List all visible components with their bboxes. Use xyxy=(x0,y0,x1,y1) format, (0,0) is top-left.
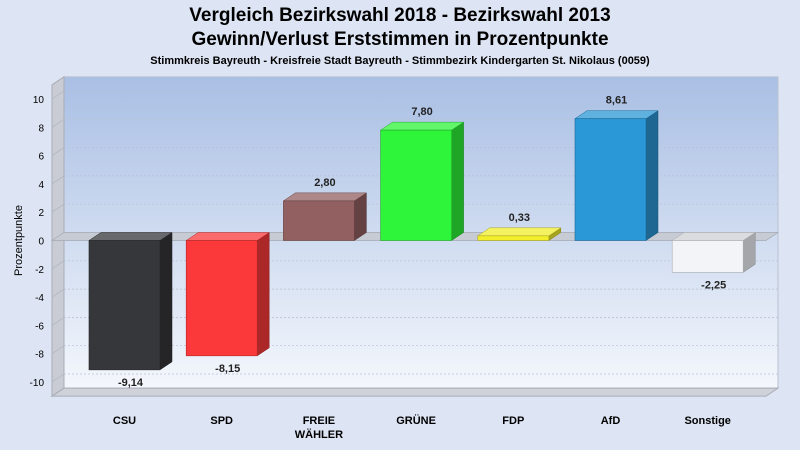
y-tick-label: 6 xyxy=(38,152,44,163)
plot-floor xyxy=(50,387,780,397)
y-axis-label: Prozentpunkte xyxy=(13,205,25,276)
y-tick-label: -6 xyxy=(35,321,44,332)
gridline-side xyxy=(51,260,65,270)
bar-side xyxy=(354,192,367,241)
y-tick-label: -8 xyxy=(35,350,44,361)
y-tick-label: 8 xyxy=(38,123,44,134)
x-tick-label: GRÜNE xyxy=(396,414,436,427)
x-tick-label: Sonstige xyxy=(684,415,730,427)
bar-top xyxy=(185,232,271,241)
bar-sonstige xyxy=(671,232,757,273)
y-tick-label: 4 xyxy=(38,180,44,191)
x-tick-label: AfD xyxy=(601,415,621,427)
bar-side xyxy=(159,232,173,371)
bar-fdp xyxy=(476,227,562,241)
y-tick-label: 10 xyxy=(33,95,45,106)
y-tick-label: -4 xyxy=(35,293,44,304)
bar-side xyxy=(451,121,464,241)
gridline-side xyxy=(51,345,65,354)
bar-front xyxy=(380,129,452,241)
bar-top xyxy=(476,227,562,237)
bar-front xyxy=(283,200,355,241)
y-tick-label: 0 xyxy=(38,237,44,248)
bar-front xyxy=(671,240,744,273)
bar-top xyxy=(88,232,173,241)
bar-side xyxy=(256,232,270,357)
data-label: -2,25 xyxy=(701,279,726,291)
bar-front xyxy=(88,240,161,371)
x-tick-label: CSU xyxy=(113,415,136,427)
data-label: -9,14 xyxy=(118,377,144,389)
gridline-side xyxy=(51,373,65,383)
chart-subtitle: Stimmkreis Bayreuth - Kreisfreie Stadt B… xyxy=(150,55,650,67)
bar-top xyxy=(671,232,757,241)
gridline-side xyxy=(51,90,65,100)
bar-side xyxy=(645,110,659,241)
y-tick-label: -2 xyxy=(35,265,44,276)
data-label: 8,61 xyxy=(606,95,627,107)
bar-afd xyxy=(574,110,659,241)
gridline-side xyxy=(51,175,65,185)
bar-freie-wähler xyxy=(282,192,368,241)
x-tick-label: FDP xyxy=(502,415,524,427)
gridline-side xyxy=(51,203,65,213)
x-tick-label: WÄHLER xyxy=(295,428,343,441)
chart-title: Vergleich Bezirkswahl 2018 - Bezirkswahl… xyxy=(189,5,611,26)
y-tick-label: -10 xyxy=(30,378,45,389)
bar-front xyxy=(574,118,647,241)
gridline-side xyxy=(51,119,65,128)
data-label: 2,80 xyxy=(314,177,335,189)
data-label: -8,15 xyxy=(215,363,240,375)
bar-front xyxy=(477,235,550,241)
bar-front xyxy=(185,240,258,357)
chart-title-line-2: Gewinn/Verlust Erststimmen in Prozentpun… xyxy=(191,29,609,50)
bar-top xyxy=(282,192,368,202)
bar-spd xyxy=(185,232,271,357)
bar-grüne xyxy=(379,121,465,241)
x-tick-label: SPD xyxy=(210,415,233,427)
data-label: 0,33 xyxy=(509,212,530,224)
gridline-side xyxy=(51,288,65,298)
bar-top xyxy=(379,121,465,131)
y-tick-label: 2 xyxy=(38,208,44,219)
gridline-side xyxy=(51,317,65,326)
gridline-side xyxy=(51,147,65,156)
bar-top xyxy=(574,110,659,119)
x-tick-label: FREIE xyxy=(303,415,335,427)
bar-csu xyxy=(88,232,173,371)
data-label: 7,80 xyxy=(411,106,432,118)
